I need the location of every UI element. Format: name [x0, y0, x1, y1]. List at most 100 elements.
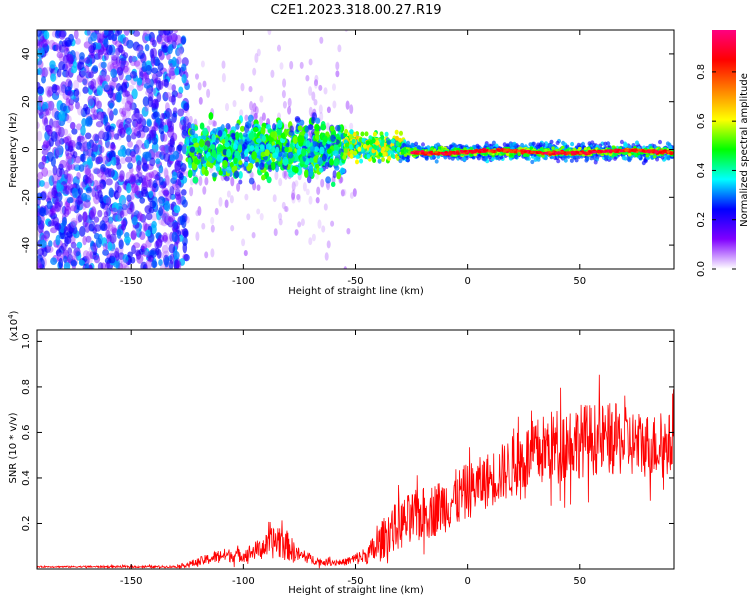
- heatmap-cell: [121, 203, 128, 211]
- heatmap-cell: [169, 135, 175, 146]
- heatmap-cell: [77, 61, 85, 70]
- heatmap-cell: [129, 102, 135, 111]
- heatmap-cell: [113, 133, 120, 140]
- heatmap-cell: [131, 209, 138, 216]
- heatmap-cell: [164, 200, 171, 212]
- heatmap-cell: [161, 187, 169, 195]
- heatmap-cell: [84, 57, 91, 64]
- heatmap-cell: [62, 128, 69, 136]
- heatmap-cell: [136, 116, 142, 125]
- heatmap-cell: [300, 271, 304, 278]
- heatmap-cell: [121, 199, 127, 209]
- heatmap-cell: [96, 168, 104, 178]
- heatmap-cell: [65, 155, 73, 165]
- heatmap-cell: [324, 252, 329, 261]
- heatmap-cell: [308, 195, 313, 205]
- heatmap-cell: [125, 148, 132, 156]
- heatmap-cell: [73, 247, 81, 257]
- heatmap-cell: [124, 107, 131, 118]
- heatmap-cell: [157, 62, 164, 71]
- heatmap-cell: [400, 151, 405, 155]
- heatmap-cell: [348, 144, 353, 150]
- heatmap-cell: [70, 205, 77, 212]
- heatmap-cell: [272, 194, 277, 203]
- heatmap-cell: [652, 155, 657, 159]
- heatmap-cell: [119, 157, 127, 164]
- heatmap-cell: [242, 132, 248, 138]
- heatmap-cell: [119, 210, 125, 219]
- heatmap-cell: [93, 53, 101, 60]
- heatmap-cell: [309, 157, 314, 163]
- heatmap-cell: [305, 74, 310, 82]
- heatmap-cell: [128, 55, 133, 63]
- heatmap-cell: [320, 178, 325, 188]
- heatmap-cell: [168, 243, 176, 254]
- heatmap-cell: [152, 111, 159, 118]
- heatmap-cell: [282, 101, 287, 109]
- heatmap-cell: [71, 202, 78, 212]
- heatmap-cell: [551, 146, 555, 150]
- heatmap-cell: [96, 184, 102, 194]
- heatmap-cell: [139, 231, 146, 240]
- heatmap-cell: [116, 228, 122, 239]
- heatmap-cell: [208, 112, 214, 120]
- heatmap-cell: [132, 242, 141, 249]
- heatmap-cell: [300, 218, 305, 227]
- heatmap-cell: [38, 98, 44, 108]
- heatmap-cell: [171, 112, 177, 123]
- heatmap-cell: [41, 75, 46, 84]
- heatmap-cell: [134, 112, 142, 119]
- heatmap-cell: [320, 123, 327, 131]
- heatmap-cell: [65, 70, 71, 79]
- heatmap-cell: [75, 141, 83, 150]
- heatmap-cell: [255, 138, 262, 144]
- heatmap-cell: [221, 73, 226, 83]
- heatmap-cell: [297, 135, 304, 144]
- heatmap-cell: [67, 140, 74, 151]
- heatmap-cell: [230, 225, 235, 232]
- heatmap-cell: [278, 178, 283, 187]
- heatmap-cell: [371, 138, 376, 144]
- heatmap-cell: [75, 123, 82, 131]
- heatmap-cell: [166, 35, 173, 45]
- heatmap-cell: [52, 165, 58, 176]
- heatmap-cell: [179, 162, 187, 172]
- heatmap-cell: [264, 149, 270, 157]
- heatmap-cell: [65, 185, 71, 195]
- heatmap-cell: [349, 129, 354, 135]
- heatmap-cell: [311, 116, 316, 124]
- heatmap-cell: [297, 193, 302, 203]
- heatmap-cell: [41, 155, 47, 162]
- heatmap-cell: [127, 199, 134, 210]
- heatmap-cell: [104, 83, 111, 91]
- heatmap-cell: [176, 56, 182, 65]
- heatmap-cell: [83, 103, 89, 112]
- heatmap-cell: [266, 176, 272, 184]
- heatmap-cell: [52, 120, 60, 128]
- heatmap-cell: [207, 156, 213, 162]
- heatmap-cell: [69, 121, 76, 130]
- heatmap-cell: [195, 210, 200, 217]
- heatmap-cell: [162, 232, 168, 242]
- heatmap-cell: [162, 234, 169, 243]
- heatmap-cell: [173, 205, 181, 214]
- heatmap-cell: [210, 144, 216, 150]
- heatmap-cell: [110, 141, 116, 149]
- heatmap-cell: [42, 38, 50, 46]
- heatmap-cell: [43, 117, 49, 128]
- heatmap-cell: [37, 60, 44, 69]
- heatmap-cell: [255, 161, 260, 168]
- heatmap-cell: [94, 77, 102, 89]
- heatmap-cell: [180, 36, 186, 45]
- heatmap-cell: [188, 115, 193, 124]
- heatmap-cell: [125, 171, 132, 182]
- heatmap-cell: [243, 250, 248, 257]
- heatmap-cell: [241, 238, 246, 247]
- heatmap-cell: [99, 128, 105, 139]
- heatmap-cell: [61, 219, 67, 228]
- heatmap-cell: [49, 208, 57, 216]
- heatmap-cell: [473, 153, 478, 157]
- heatmap-cell: [144, 139, 150, 149]
- heatmap-cell: [163, 30, 171, 36]
